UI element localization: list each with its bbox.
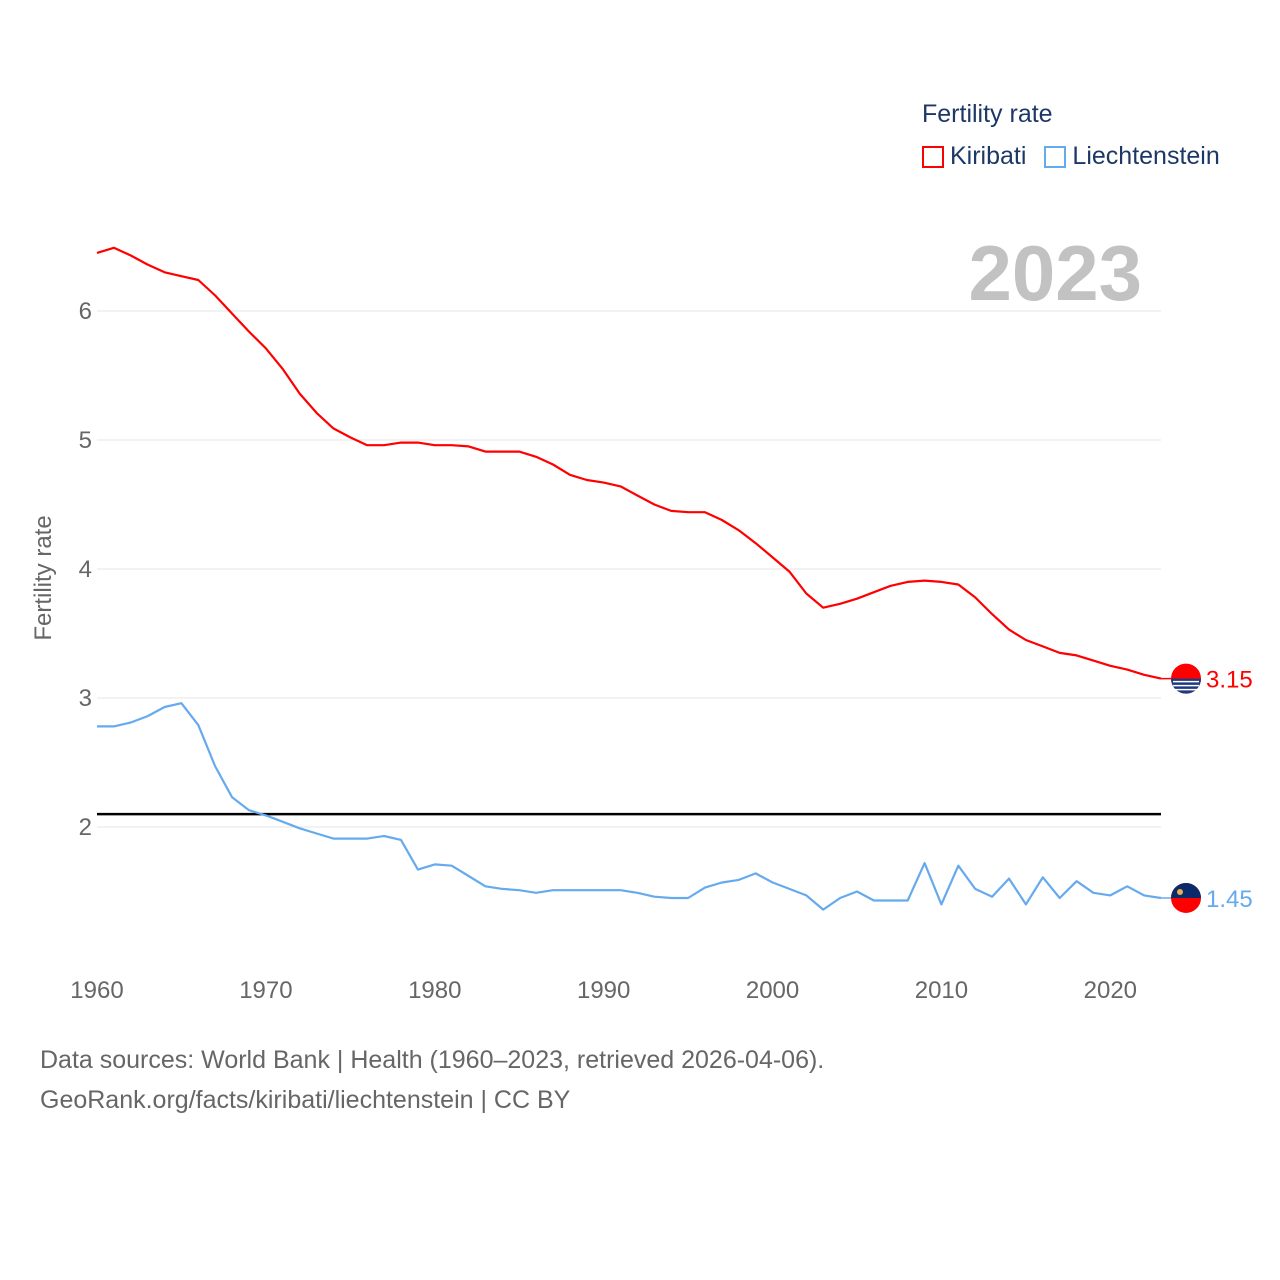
source-line: Data sources: World Bank | Health (1960–…	[40, 1046, 825, 1074]
y-tick-label: 5	[79, 427, 92, 454]
legend-item-kiribati[interactable]: Kiribati	[922, 142, 1026, 171]
x-tick-label: 1990	[577, 977, 630, 1004]
x-tick-label: 2010	[915, 977, 968, 1004]
end-value-label: 1.45	[1206, 886, 1253, 913]
y-axis-label: Fertility rate	[30, 515, 57, 640]
year-label: 2023	[968, 229, 1142, 317]
legend: Kiribati Liechtenstein	[922, 142, 1238, 171]
y-tick-label: 2	[79, 814, 92, 841]
legend-title: Fertility rate	[922, 100, 1053, 128]
source-link[interactable]: GeoRank.org/facts/kiribati/liechtenstein…	[40, 1086, 571, 1114]
y-tick-label: 3	[79, 685, 92, 712]
liechtenstein-flag-crown	[1177, 888, 1183, 895]
y-tick-label: 4	[79, 556, 92, 583]
x-tick-label: 1960	[70, 977, 123, 1004]
series-line-kiribati	[96, 246, 1162, 680]
legend-label: Liechtenstein	[1072, 142, 1220, 170]
legend-swatch-kiribati	[922, 145, 944, 168]
legend-item-liechtenstein[interactable]: Liechtenstein	[1044, 142, 1220, 171]
x-tick-label: 1970	[239, 977, 292, 1004]
y-tick-label: 6	[79, 298, 92, 325]
legend-label: Kiribati	[950, 142, 1027, 170]
series-line-liechtenstein	[97, 702, 1162, 911]
liechtenstein-flag-top	[1171, 882, 1201, 898]
x-tick-label: 2020	[1084, 977, 1137, 1004]
legend-swatch-liechtenstein	[1044, 145, 1067, 168]
end-value-label: 3.15	[1206, 667, 1253, 694]
x-tick-label: 2000	[746, 977, 799, 1004]
x-tick-label: 1980	[408, 977, 461, 1004]
